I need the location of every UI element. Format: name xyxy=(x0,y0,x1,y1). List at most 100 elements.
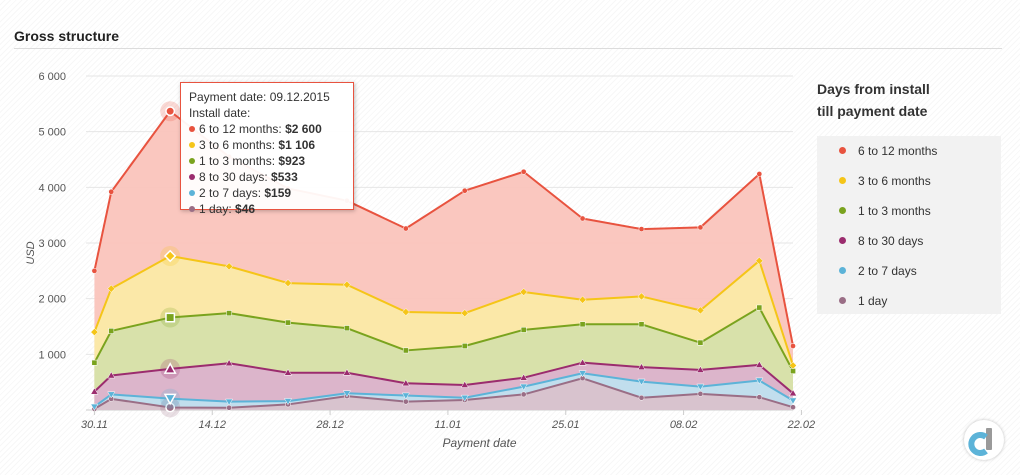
brand-logo-icon xyxy=(964,420,1004,460)
series-line-2-to-7-days xyxy=(93,372,794,408)
data-point-3-to-6-months xyxy=(342,280,351,289)
tooltip-row: 1 day: $46 xyxy=(189,201,345,217)
series-line-1-day xyxy=(93,377,794,410)
tooltip-dot-icon xyxy=(189,190,195,196)
highlight-point-6-to-12-months xyxy=(165,106,176,117)
data-point-1-to-3-months xyxy=(579,321,586,328)
data-point-1-to-3-months xyxy=(344,325,350,332)
title-divider xyxy=(14,48,1002,49)
data-point-3-to-6-months xyxy=(789,361,797,370)
data-point-1-to-3-months xyxy=(285,319,291,326)
data-point-6-to-12-months xyxy=(638,226,645,232)
data-point-8-to-30-days xyxy=(460,380,469,388)
highlight-point-3-to-6-months xyxy=(163,249,177,263)
data-point-3-to-6-months xyxy=(519,288,528,296)
legend-item-6-to-12-months[interactable]: 6 to 12 months xyxy=(839,144,937,158)
data-point-2-to-7-days xyxy=(637,378,646,386)
tooltip-row-label: 1 to 3 months: xyxy=(199,154,279,168)
data-point-3-to-6-months xyxy=(107,284,116,293)
data-point-2-to-7-days xyxy=(755,377,764,385)
tooltip-subtitle: Install date: xyxy=(189,106,251,120)
legend-label: 8 to 30 days xyxy=(858,234,924,248)
page-title: Gross structure xyxy=(14,28,120,44)
legend-dot-icon xyxy=(839,207,846,214)
x-tick-label: 28.12 xyxy=(315,419,344,431)
legend-dot-icon xyxy=(839,177,846,184)
data-point-3-to-6-months xyxy=(284,279,292,288)
series-line-3-to-6-months xyxy=(93,254,794,366)
tooltip-row: 1 to 3 months: $923 xyxy=(189,153,345,169)
x-tick-label: 11.01 xyxy=(435,419,462,431)
data-point-1-to-3-months xyxy=(756,304,763,311)
tooltip-dot-icon xyxy=(189,174,195,180)
data-point-1-day xyxy=(402,398,409,405)
data-point-8-to-30-days xyxy=(637,363,646,370)
data-point-2-to-7-days xyxy=(90,403,99,411)
y-tick-label: 5 000 xyxy=(38,127,66,139)
legend-item-1-day[interactable]: 1 day xyxy=(839,294,887,308)
data-point-1-to-3-months xyxy=(697,339,704,346)
legend-label: 6 to 12 months xyxy=(858,144,938,158)
data-point-6-to-12-months xyxy=(697,224,704,231)
data-point-3-to-6-months xyxy=(401,308,410,316)
data-point-1-to-3-months xyxy=(91,359,98,366)
tooltip-row-label: 6 to 12 months: xyxy=(199,122,286,136)
data-point-3-to-6-months xyxy=(578,295,587,304)
data-point-8-to-30-days xyxy=(696,365,705,373)
legend-item-2-to-7-days[interactable]: 2 to 7 days xyxy=(839,264,917,278)
data-point-2-to-7-days xyxy=(519,383,528,391)
tooltip-dot-icon xyxy=(189,158,195,164)
legend-label: 3 to 6 months xyxy=(858,174,931,188)
legend-dot-icon xyxy=(839,237,846,244)
series-line-8-to-30-days xyxy=(93,361,794,395)
data-point-2-to-7-days xyxy=(342,390,351,398)
data-point-3-to-6-months xyxy=(755,256,764,265)
tooltip-row-label: 2 to 7 days: xyxy=(199,186,265,200)
data-point-3-to-6-months xyxy=(460,309,469,318)
legend-item-1-to-3-months[interactable]: 1 to 3 months xyxy=(839,204,931,218)
x-tick-label: 08.02 xyxy=(670,419,698,431)
data-point-2-to-7-days xyxy=(696,383,705,391)
series-line-6-to-12-months xyxy=(93,110,794,347)
data-point-6-to-12-months xyxy=(579,215,586,222)
data-point-8-to-30-days xyxy=(788,389,798,397)
tooltip-row-label: 1 day: xyxy=(199,202,236,216)
data-point-2-to-7-days xyxy=(578,370,587,378)
legend-item-8-to-30-days[interactable]: 8 to 30 days xyxy=(839,234,923,248)
x-tick-label: 30.11 xyxy=(81,419,108,431)
tooltip-dot-icon xyxy=(189,126,195,132)
data-point-8-to-30-days xyxy=(225,359,234,367)
y-tick-label: 4 000 xyxy=(38,182,66,194)
tooltip-row: 6 to 12 months: $2 600 xyxy=(189,121,345,137)
y-axis-title: USD xyxy=(25,241,37,264)
tooltip-row-value: $533 xyxy=(271,170,298,184)
data-point-2-to-7-days xyxy=(788,397,798,405)
data-point-1-to-3-months xyxy=(402,347,409,354)
data-point-8-to-30-days xyxy=(90,387,99,395)
data-point-8-to-30-days xyxy=(107,371,116,379)
data-point-1-to-3-months xyxy=(108,328,115,334)
tooltip-row-value: $2 600 xyxy=(285,122,322,136)
y-tick-label: 3 000 xyxy=(38,238,66,250)
data-point-1-to-3-months xyxy=(461,343,468,349)
data-point-2-to-7-days xyxy=(225,398,234,406)
highlight-point-1-to-3-months xyxy=(165,312,176,323)
y-tick-label: 1 000 xyxy=(38,349,66,361)
tooltip-row-label: 3 to 6 months: xyxy=(199,138,279,152)
data-point-6-to-12-months xyxy=(756,171,763,177)
tooltip-title: Payment date: 09.12.2015 xyxy=(189,90,330,104)
data-point-8-to-30-days xyxy=(755,360,764,368)
brand-logo-glyph xyxy=(968,428,992,456)
data-point-1-to-3-months xyxy=(520,326,527,333)
data-point-8-to-30-days xyxy=(519,373,528,381)
tooltip-row-value: $1 106 xyxy=(278,138,316,152)
data-point-1-day xyxy=(756,394,763,401)
legend-item-3-to-6-months[interactable]: 3 to 6 months xyxy=(839,174,931,188)
legend-dot-icon xyxy=(839,267,846,274)
data-point-6-to-12-months xyxy=(520,168,527,175)
x-tick-label: 22.02 xyxy=(787,419,816,431)
tooltip-row-label: 8 to 30 days: xyxy=(199,170,272,184)
x-tick-label: 14.12 xyxy=(198,419,226,431)
data-point-1-day xyxy=(697,391,704,397)
